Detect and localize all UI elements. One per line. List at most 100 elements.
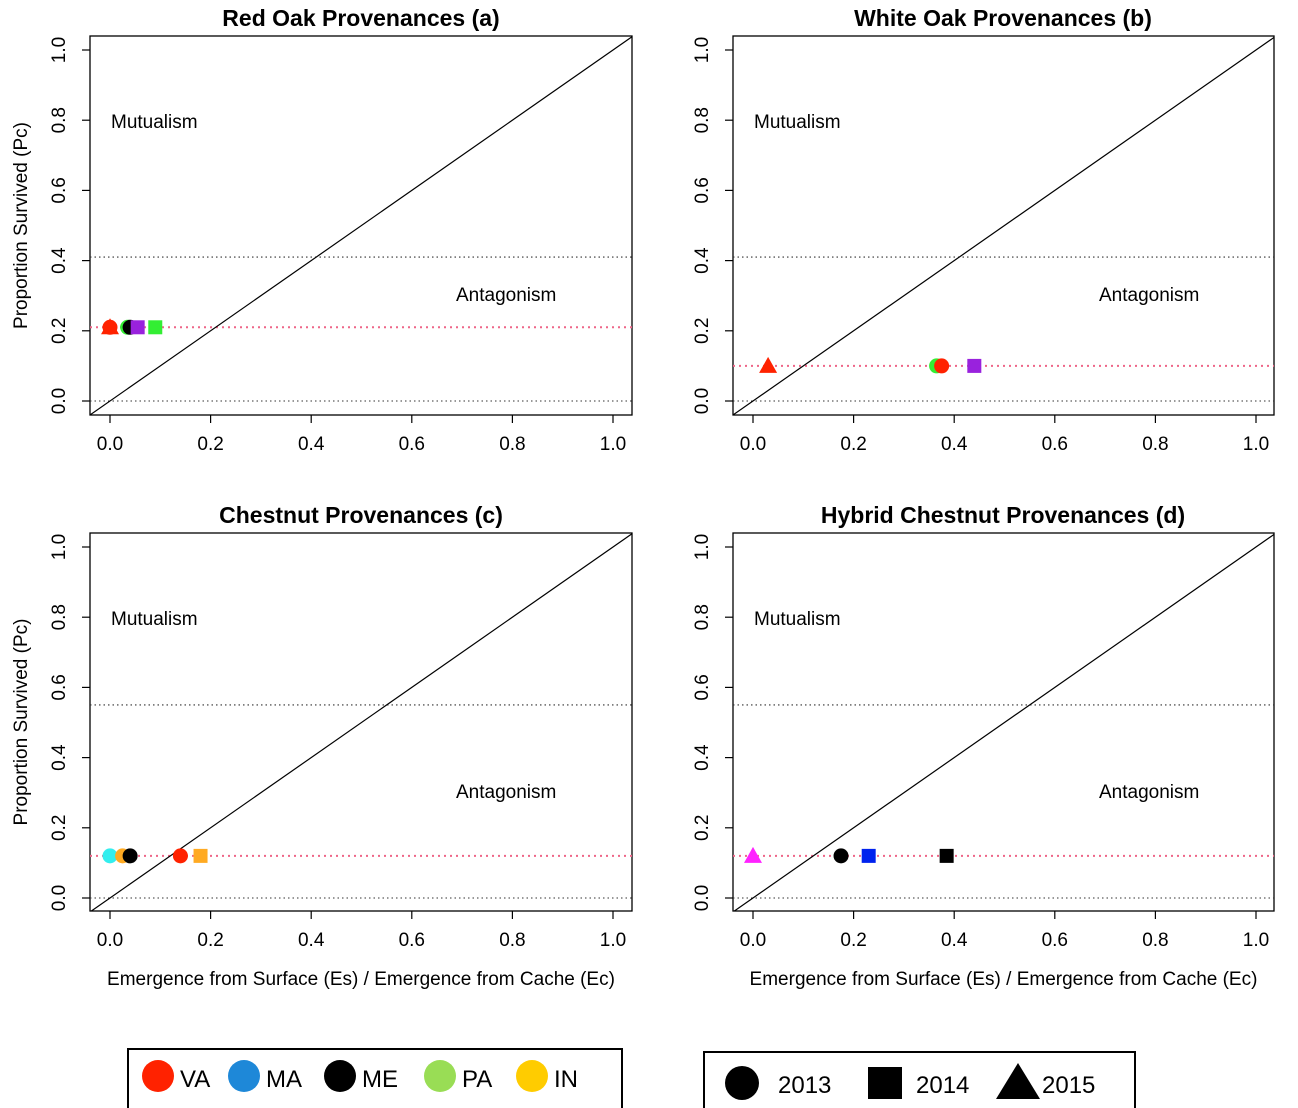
y-tick-label: 0.2: [692, 815, 713, 841]
y-tick-label: 0.6: [692, 674, 713, 700]
x-tick-label: 0.0: [740, 930, 766, 951]
x-tick-label: 0.6: [399, 930, 425, 951]
x-tick-label: 0.2: [840, 930, 866, 951]
mutualism-label: Mutualism: [111, 112, 198, 133]
x-tick-label: 0.2: [197, 930, 223, 951]
diagonal-line: [90, 533, 632, 911]
legend-swatch: [424, 1060, 456, 1092]
x-tick-label: 0.4: [941, 434, 968, 455]
legend-label: IN: [554, 1066, 578, 1093]
x-tick-label: 0.4: [298, 434, 325, 455]
legend-regions: VA MA ME PA IN: [127, 1048, 623, 1108]
x-tick-label: 0.0: [97, 930, 123, 951]
x-tick-label: 0.6: [1042, 434, 1068, 455]
legend-label: VA: [180, 1066, 210, 1093]
data-point-triangle: [744, 846, 762, 863]
legend-swatch: [324, 1060, 356, 1092]
y-tick-label: 0.2: [49, 318, 70, 344]
legend-swatch: [142, 1060, 174, 1092]
legend-label: 2015: [1042, 1072, 1095, 1099]
x-tick-label: 0.8: [499, 930, 525, 951]
data-point-square: [193, 848, 208, 863]
data-point-circle: [122, 848, 138, 864]
data-point-circle: [833, 848, 849, 864]
x-tick-label: 1.0: [1243, 434, 1269, 455]
mutualism-label: Mutualism: [754, 609, 841, 630]
legend-label: ME: [362, 1066, 398, 1093]
diagonal-line: [733, 36, 1274, 415]
panel-title: Red Oak Provenances (a): [222, 5, 499, 31]
y-tick-label: 0.8: [49, 107, 70, 133]
data-point-circle: [102, 848, 118, 864]
data-point-circle: [934, 358, 950, 374]
x-tick-label: 0.6: [1042, 930, 1068, 951]
antagonism-label: Antagonism: [1099, 782, 1199, 803]
legend-label: PA: [462, 1066, 492, 1093]
diagonal-line: [90, 36, 632, 415]
y-tick-label: 0.6: [692, 177, 713, 203]
y-tick-label: 1.0: [49, 37, 70, 63]
data-point-square: [939, 848, 954, 863]
y-tick-label: 0.4: [49, 744, 70, 771]
x-axis-label: Emergence from Surface (Es) / Emergence …: [750, 969, 1258, 990]
plot-frame: [89, 35, 633, 416]
plot-frame: [732, 532, 1275, 912]
y-tick-label: 0.6: [49, 177, 70, 203]
y-tick-label: 0.0: [49, 388, 70, 414]
x-tick-label: 0.4: [298, 930, 325, 951]
y-tick-label: 0.4: [49, 247, 70, 274]
y-tick-label: 0.0: [692, 885, 713, 911]
legend-label: 2013: [778, 1072, 831, 1099]
diagonal-line: [733, 533, 1274, 911]
x-tick-label: 0.0: [97, 434, 123, 455]
x-tick-label: 0.6: [399, 434, 425, 455]
data-point-square: [130, 320, 145, 335]
legend-box: [703, 1051, 1136, 1108]
y-tick-label: 0.8: [49, 604, 70, 630]
panel-c: Chestnut Provenances (c) 0.0 0.2 0.4 0.6 0.8 1…: [11, 502, 633, 990]
panel-a: Red Oak Provenances (a) 0.0 0.2 0.4 0.6 0.8 1.…: [11, 5, 633, 455]
panel-title: White Oak Provenances (b): [854, 5, 1152, 31]
square-icon: [868, 1067, 902, 1099]
y-tick-label: 1.0: [49, 534, 70, 560]
antagonism-label: Antagonism: [456, 782, 556, 803]
x-tick-label: 0.8: [1142, 930, 1168, 951]
y-tick-label: 1.0: [692, 534, 713, 560]
legend-years: 2013 2014 2015: [703, 1051, 1136, 1108]
y-tick-label: 0.8: [692, 107, 713, 133]
data-point-square: [148, 320, 163, 335]
legend-swatch: [228, 1060, 260, 1092]
y-tick-label: 0.2: [692, 318, 713, 344]
y-tick-label: 1.0: [692, 37, 713, 63]
x-tick-label: 0.8: [1142, 434, 1168, 455]
x-tick-label: 0.2: [840, 434, 866, 455]
plot-frame: [89, 532, 633, 912]
y-tick-label: 0.0: [692, 388, 713, 414]
x-tick-label: 0.0: [740, 434, 766, 455]
plot-frame: [732, 35, 1275, 416]
y-tick-label: 0.4: [692, 744, 713, 771]
y-tick-label: 0.6: [49, 674, 70, 700]
x-axis-label: Emergence from Surface (Es) / Emergence …: [107, 969, 615, 990]
data-point-triangle: [759, 356, 778, 373]
panel-title: Chestnut Provenances (c): [219, 502, 503, 528]
x-tick-label: 0.4: [941, 930, 968, 951]
mutualism-label: Mutualism: [111, 609, 198, 630]
x-tick-label: 1.0: [600, 930, 626, 951]
x-tick-label: 1.0: [600, 434, 626, 455]
x-tick-label: 0.2: [197, 434, 223, 455]
mutualism-label: Mutualism: [754, 112, 841, 133]
panel-title: Hybrid Chestnut Provenances (d): [821, 502, 1185, 528]
antagonism-label: Antagonism: [456, 285, 556, 306]
data-point-circle: [172, 848, 188, 864]
x-tick-label: 1.0: [1243, 930, 1269, 951]
legend-label: MA: [266, 1066, 302, 1093]
y-tick-label: 0.8: [692, 604, 713, 630]
y-axis-label: Proportion Survived (Pc): [11, 122, 32, 329]
panel-d: Hybrid Chestnut Provenances (d) 0.0 0.2 0.4…: [692, 502, 1275, 990]
data-point-square: [861, 848, 876, 863]
triangle-icon: [996, 1063, 1040, 1099]
panel-b: White Oak Provenances (b) 0.0 0.2 0.4 0.6 0.8…: [692, 5, 1275, 455]
data-point-square: [967, 358, 982, 373]
